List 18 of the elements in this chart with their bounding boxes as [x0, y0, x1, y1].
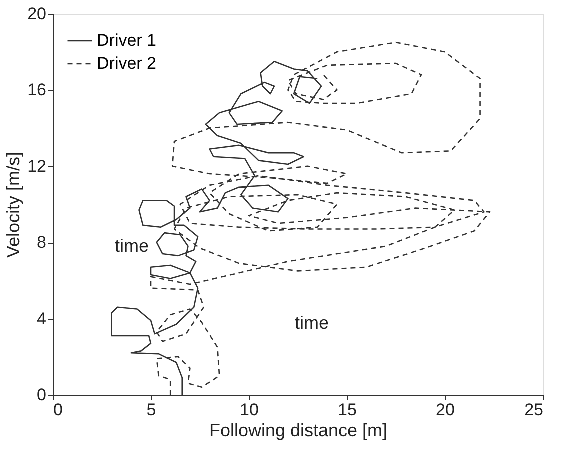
y-tick-label: 0 — [37, 386, 46, 404]
annotation: time — [115, 236, 150, 256]
x-tick-label: 15 — [338, 400, 357, 420]
x-tick-label: 0 — [54, 400, 63, 420]
x-tick-label: 20 — [436, 400, 455, 420]
legend-label: Driver 2 — [97, 54, 157, 73]
y-tick-label: 4 — [37, 309, 46, 328]
x-tick-label: 5 — [146, 400, 156, 420]
x-tick-label: 25 — [524, 400, 544, 420]
y-tick-label: 16 — [28, 80, 46, 100]
y-axis-title: Velocity [m/s] — [4, 152, 24, 258]
y-tick-label: 20 — [28, 4, 46, 24]
y-tick-label: 8 — [37, 233, 46, 252]
legend-label: Driver 1 — [97, 31, 157, 50]
x-tick-label: 10 — [240, 400, 259, 420]
x-axis-title: Following distance [m] — [209, 420, 388, 440]
annotation: time — [295, 313, 330, 333]
y-tick-label: 12 — [28, 156, 46, 176]
